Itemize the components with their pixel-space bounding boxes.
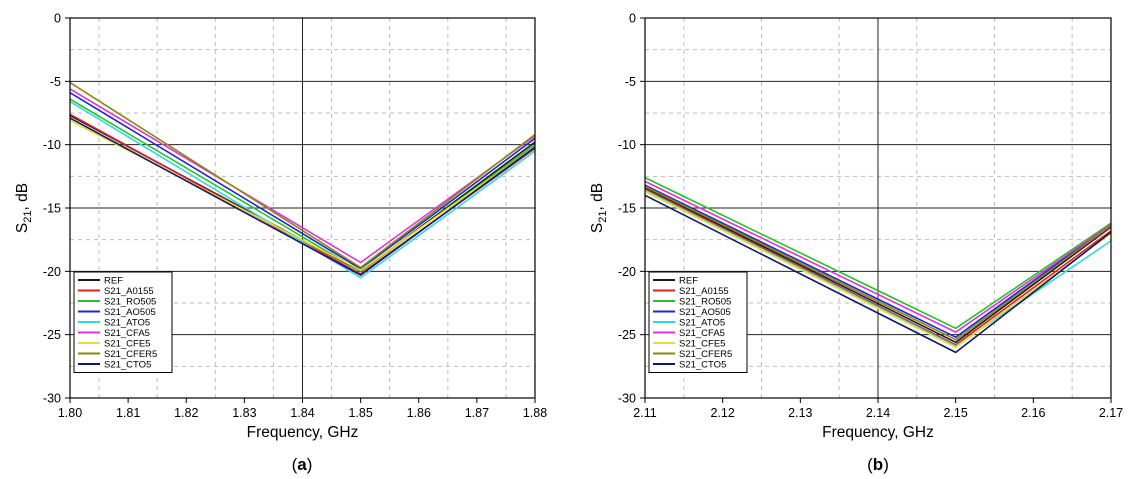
panel-a-legend-label: S21_CFE5 xyxy=(104,339,150,350)
panel-a-x-axis-title: Frequency, GHz xyxy=(247,424,359,441)
panel-a-legend-label: S21_CTO5 xyxy=(104,360,151,371)
panel-a-x-tick-label: 1.87 xyxy=(465,406,489,420)
panel-b-series-s21-cfer5 xyxy=(644,185,1112,341)
panel-a-y-tick-label: -10 xyxy=(43,138,61,152)
panel-b-series-s21-a0155 xyxy=(644,188,1112,346)
panel-b-legend-label: REF xyxy=(679,276,698,287)
panel-b-y-tick-label: -5 xyxy=(625,75,636,89)
panel-b-legend: REFS21_A0155S21_RO505S21_AO505S21_ATO5S2… xyxy=(648,271,748,373)
panel-b-series-s21-ro505 xyxy=(644,176,1112,330)
panel-a-y-tick-label: -15 xyxy=(43,202,61,216)
panel-b-legend-label: S21_RO505 xyxy=(679,297,731,308)
panel-a-legend-label: S21_CFA5 xyxy=(104,328,150,339)
panel-a-y-tick-label: 0 xyxy=(54,12,61,26)
panel-a-x-tick-label: 1.85 xyxy=(348,406,372,420)
panel-a-legend-label: S21_CFER5 xyxy=(104,349,157,360)
panel-a-series-s21-cfer5 xyxy=(69,81,536,269)
panel-a-y-tick-label: -25 xyxy=(43,328,61,342)
panel-b-x-tick-label: 2.13 xyxy=(788,406,812,420)
panel-a-x-tick-label: 1.83 xyxy=(232,406,256,420)
panel-a-x-tick-label: 1.86 xyxy=(407,406,431,420)
panel-b-x-axis-title: Frequency, GHz xyxy=(822,424,934,441)
panel-b-y-tick-label: -25 xyxy=(618,328,636,342)
panel-a-legend-label: S21_A0155 xyxy=(104,286,154,297)
panel-a-legend-label: REF xyxy=(104,276,123,287)
panel-a-x-tick-label: 1.88 xyxy=(523,406,547,420)
panel-b-y-tick-label: -15 xyxy=(618,202,636,216)
panel-a-label: (a) xyxy=(292,455,313,474)
panel-b-series-s21-cto5 xyxy=(644,194,1112,354)
panel-a-y-tick-label: -5 xyxy=(50,75,61,89)
panel-b-legend-label: S21_A0155 xyxy=(679,286,729,297)
panel-b-x-tick-label: 2.14 xyxy=(866,406,890,420)
panel-a-y-tick-label: -20 xyxy=(43,265,61,279)
panel-b-y-tick-label: 0 xyxy=(629,12,636,26)
panel-a-x-tick-label: 1.81 xyxy=(116,406,140,420)
panel-a-legend: REFS21_A0155S21_RO505S21_AO505S21_ATO5S2… xyxy=(73,271,173,373)
panel-b-label: (b) xyxy=(867,455,889,474)
panel-b-legend-label: S21_CFER5 xyxy=(679,349,732,360)
panel-a-y-axis-title: S21, dB xyxy=(14,183,34,233)
panel-a-series-s21-cto5 xyxy=(69,117,536,276)
panel-a-x-tick-label: 1.82 xyxy=(174,406,198,420)
panel-b-y-tick-label: -30 xyxy=(618,392,636,406)
panel-b-x-tick-label: 2.17 xyxy=(1099,406,1123,420)
panel-b-legend-label: S21_ATO5 xyxy=(679,318,725,329)
panel-a-legend-label: S21_RO505 xyxy=(104,297,156,308)
panel-a-y-tick-label: -30 xyxy=(43,392,61,406)
panel-b-series-s21-cfa5 xyxy=(644,180,1112,333)
panel-b-x-tick-label: 2.12 xyxy=(710,406,734,420)
panel-b-y-tick-label: -10 xyxy=(618,138,636,152)
panel-b: 2.11 2.12 2.13 2.14 2.15 2.16 2.17 0 -5 -10 -15 -20… xyxy=(589,12,1123,475)
panel-b-x-tick-label: 2.16 xyxy=(1021,406,1045,420)
panel-b-series-s21-ato5 xyxy=(644,189,1112,347)
panel-b-legend-label: S21_AO505 xyxy=(679,307,731,318)
panel-a-legend-label: S21_ATO5 xyxy=(104,318,150,329)
panel-b-x-tick-label: 2.11 xyxy=(633,406,656,420)
panel-b-y-tick-label: -20 xyxy=(618,265,636,279)
panel-b-legend-label: S21_CFE5 xyxy=(679,339,725,350)
panel-a-series-s21-ro505 xyxy=(69,98,536,273)
panel-a-legend-label: S21_AO505 xyxy=(104,307,156,318)
panel-b-series-s21-ao505 xyxy=(644,184,1112,339)
panel-b-legend-label: S21_CTO5 xyxy=(679,360,726,371)
panel-a-x-tick-label: 1.84 xyxy=(290,406,314,420)
panel-a-series-s21-ato5 xyxy=(69,100,536,279)
panel-b-series-ref xyxy=(644,186,1112,344)
panel-b-legend-label: S21_CFA5 xyxy=(679,328,725,339)
panel-a-series-s21-ao505 xyxy=(69,92,536,270)
panel-b-x-tick-label: 2.15 xyxy=(943,406,967,420)
panel-b-y-axis-title: S21, dB xyxy=(589,183,609,233)
panel-a: 1.80 1.81 1.82 1.83 1.84 1.85 1.86 1.87 1.88 0 -5 -… xyxy=(14,12,547,475)
panel-a-x-tick-label: 1.80 xyxy=(58,406,82,420)
